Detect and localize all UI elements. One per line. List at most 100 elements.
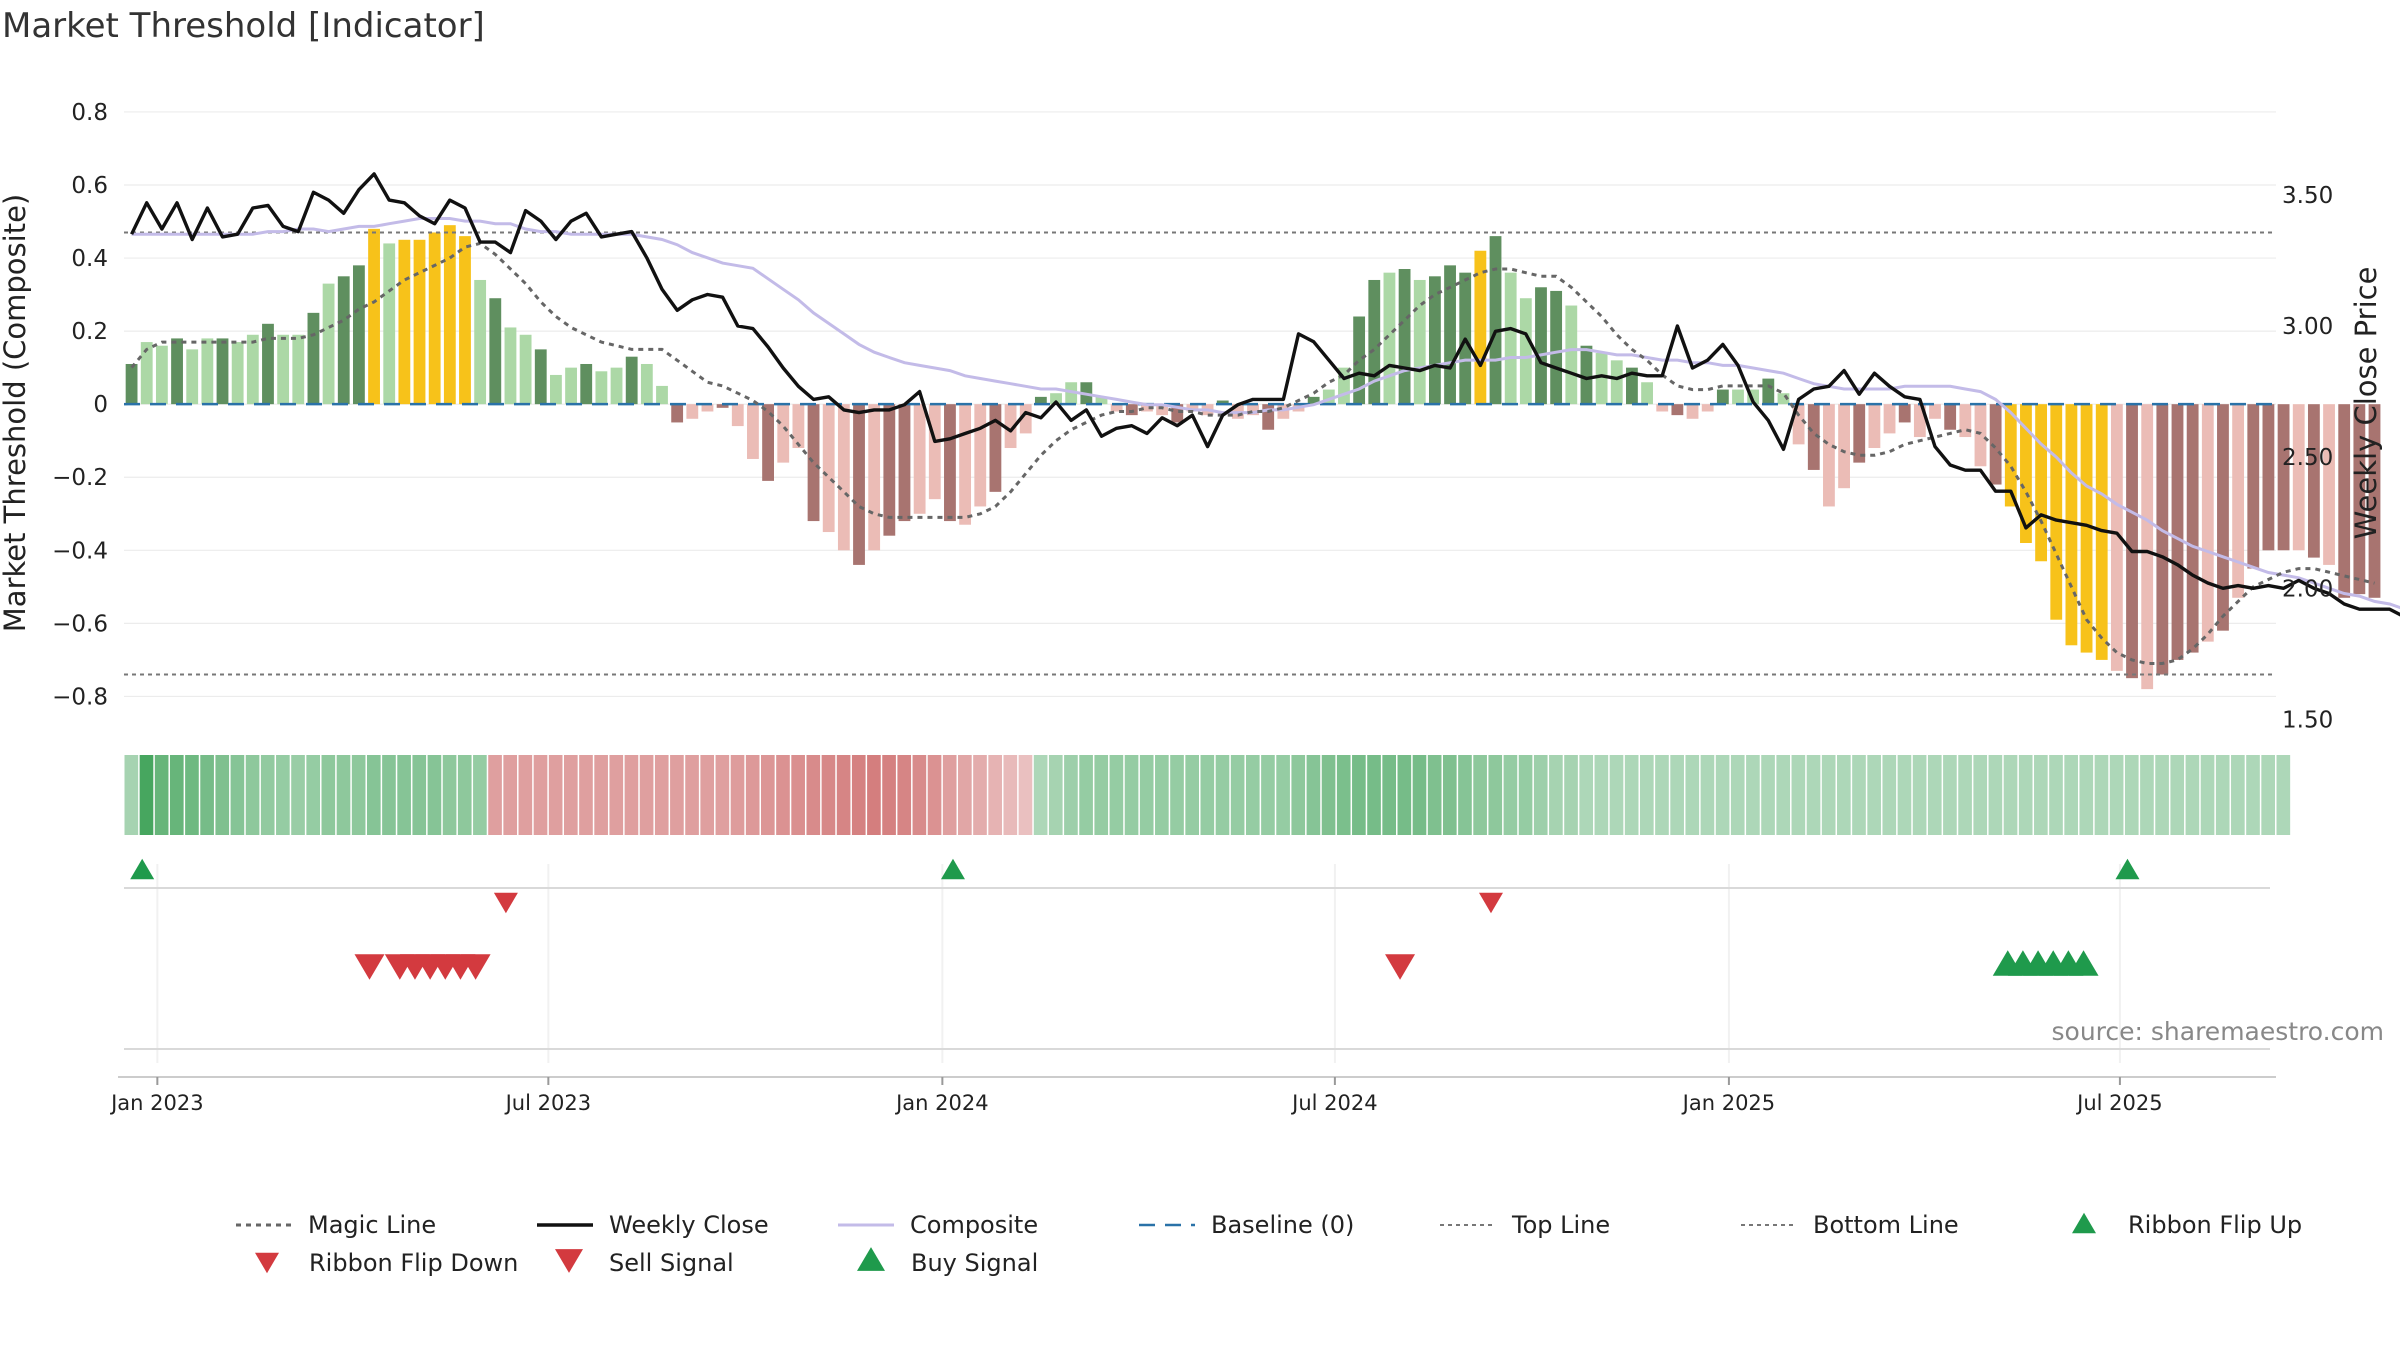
ribbon-cell (412, 755, 427, 835)
ribbon-cell (1185, 755, 1199, 835)
legend-swatch (255, 1252, 279, 1274)
legend-swatch (857, 1247, 885, 1271)
ribbon-cell (806, 755, 821, 835)
ribbon-cell (124, 755, 139, 835)
threshold-bar (1353, 316, 1366, 405)
ribbon-cell (2276, 755, 2291, 835)
ribbon-cell (1973, 755, 1988, 835)
threshold-bar (1019, 404, 1032, 434)
ribbon-cell (1655, 755, 1669, 835)
ribbon-cell (321, 755, 336, 835)
threshold-bar (1368, 279, 1381, 405)
threshold-bar (610, 367, 623, 405)
threshold-bar (2186, 404, 2199, 653)
y-tick-label: 0.6 (71, 173, 108, 199)
ribbon-cell (1155, 755, 1169, 835)
ribbon-cell (1624, 755, 1639, 835)
ribbon-cell (2124, 755, 2139, 835)
threshold-bar (625, 356, 638, 405)
ribbon-cell (260, 755, 275, 835)
ribbon-cell (594, 755, 608, 835)
threshold-bar (201, 338, 214, 405)
threshold-bar (1807, 404, 1820, 470)
threshold-bar (2292, 404, 2305, 551)
ribbon-cell (1730, 755, 1745, 835)
threshold-bar (474, 279, 487, 405)
threshold-bar (1171, 404, 1184, 423)
legend-label: Buy Signal (911, 1249, 1038, 1277)
threshold-bar (701, 404, 714, 412)
threshold-bar (2262, 404, 2275, 551)
legend-label: Top Line (1511, 1211, 1610, 1239)
threshold-bar (1050, 393, 1062, 405)
y2-tick-label: 2.50 (2282, 445, 2333, 471)
ribbon-cell (427, 755, 442, 835)
ribbon-cell (988, 755, 1002, 835)
x-tick-label: Jul 2024 (1290, 1091, 1377, 1115)
ribbon-cell (2079, 755, 2094, 835)
ribbon-cell (1594, 755, 1609, 835)
threshold-bar (231, 342, 244, 405)
threshold-bar (1383, 272, 1396, 405)
ribbon-cell (912, 755, 927, 835)
threshold-bar (550, 374, 562, 405)
y2-tick-label: 3.50 (2282, 183, 2333, 209)
ribbon-cell (654, 755, 669, 835)
threshold-bar (489, 298, 502, 405)
ribbon-cell (351, 755, 366, 835)
threshold-bar (1974, 404, 1987, 467)
ribbon-cell (442, 755, 457, 835)
y-tick-label: 0.2 (71, 319, 108, 345)
threshold-bar (731, 404, 744, 427)
ribbon-cell (215, 755, 230, 835)
threshold-bar (883, 404, 896, 536)
x-tick-label: Jan 2023 (109, 1091, 204, 1115)
threshold-bar (2080, 404, 2093, 653)
threshold-bar (246, 334, 259, 405)
threshold-bar (1989, 404, 2002, 485)
threshold-bar (1686, 404, 1699, 419)
ribbon-cell (1003, 755, 1018, 835)
y-tick-label: −0.6 (52, 611, 108, 637)
threshold-bar (1034, 396, 1047, 405)
ribbon-cell (1397, 755, 1412, 835)
ribbon-cell (473, 755, 487, 835)
ribbon-cell (1912, 755, 1927, 835)
threshold-bar (959, 404, 972, 525)
ribbon-cell (2215, 755, 2230, 835)
threshold-bar (1641, 382, 1653, 405)
ribbon-cell (1245, 755, 1260, 835)
threshold-bar (1156, 404, 1169, 416)
ribbon-cell (1367, 755, 1381, 835)
threshold-bar (2232, 404, 2245, 598)
threshold-bar (292, 334, 305, 405)
legend-item-top: Top Line (1440, 1211, 1610, 1239)
threshold-bar (140, 342, 153, 405)
threshold-bar (2020, 404, 2032, 543)
threshold-bar (2050, 404, 2063, 620)
threshold-bar (1110, 404, 1123, 412)
threshold-bar (2307, 404, 2320, 558)
threshold-bar (898, 404, 911, 522)
ribbon-cell (1609, 755, 1624, 835)
ribbon-cell (1321, 755, 1336, 835)
ribbon-cell (761, 755, 775, 835)
threshold-bar (262, 323, 274, 405)
ribbon-cell (1670, 755, 1684, 835)
threshold-bar (2201, 404, 2214, 642)
ribbon-cell (291, 755, 305, 835)
ribbon-cell (533, 755, 548, 835)
ribbon-cell (1109, 755, 1124, 835)
source-credit: source: sharemaestro.com (2052, 1017, 2385, 1046)
threshold-bar (2141, 404, 2154, 690)
ribbon-cell (579, 755, 593, 835)
threshold-bar (1610, 360, 1623, 405)
threshold-bar (2035, 404, 2048, 562)
ribbon-cell (1746, 755, 1760, 835)
threshold-bar (1716, 389, 1729, 405)
threshold-bar (1444, 265, 1456, 405)
legend-label: Magic Line (308, 1211, 436, 1239)
ribbon-cell (1806, 755, 1821, 835)
ribbon-cell (169, 755, 184, 835)
threshold-bar (2004, 404, 2017, 507)
